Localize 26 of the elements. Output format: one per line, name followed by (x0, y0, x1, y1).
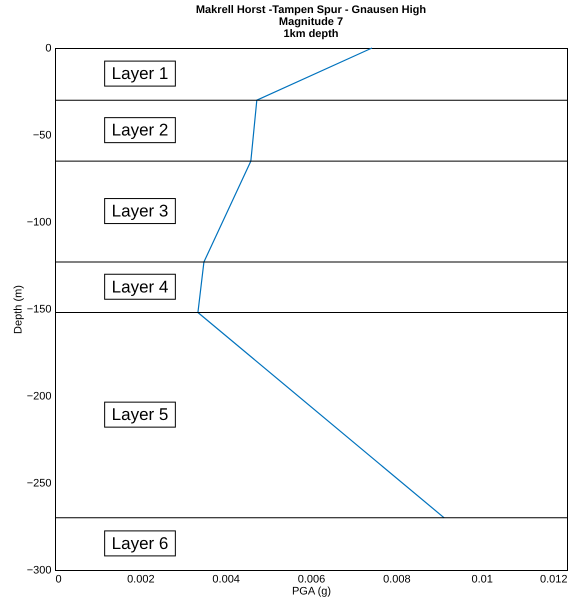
annotation: Layer 6 (112, 534, 168, 553)
y-tick-label: −250 (26, 478, 52, 490)
y-tick-label: −50 (32, 130, 52, 142)
x-tick-label: 0.004 (212, 574, 240, 586)
x-tick-label: 0 (56, 574, 62, 586)
y-axis-title: Depth (m) (12, 285, 25, 334)
text: Makrell Horst -Tampen Spur - Gnausen High (196, 4, 426, 16)
annotation: Layer 3 (112, 202, 168, 221)
text: 1km depth (283, 28, 339, 40)
x-tick-label: 0.006 (298, 574, 326, 586)
y-tick-label: −200 (26, 390, 52, 402)
annotation: Layer 5 (112, 405, 168, 424)
y-tick-label: −100 (26, 216, 52, 228)
annotation: Layer 2 (112, 120, 168, 140)
x-tick-label: 0.012 (540, 574, 568, 586)
x-tick-label: 0.008 (383, 574, 411, 586)
text: Magnitude 7 (278, 16, 344, 28)
x-tick-label: 0.01 (471, 574, 493, 586)
line-series (197, 47, 445, 518)
y-tick-label: 0 (45, 42, 52, 54)
annotation: Layer 1 (112, 64, 168, 84)
annotation: Layer 4 (112, 277, 168, 296)
y-tick-label: −150 (26, 304, 52, 316)
x-axis-title: PGA (g) (292, 586, 332, 598)
x-tick-label: 0.002 (127, 574, 155, 586)
y-tick-label: −300 (26, 564, 52, 576)
